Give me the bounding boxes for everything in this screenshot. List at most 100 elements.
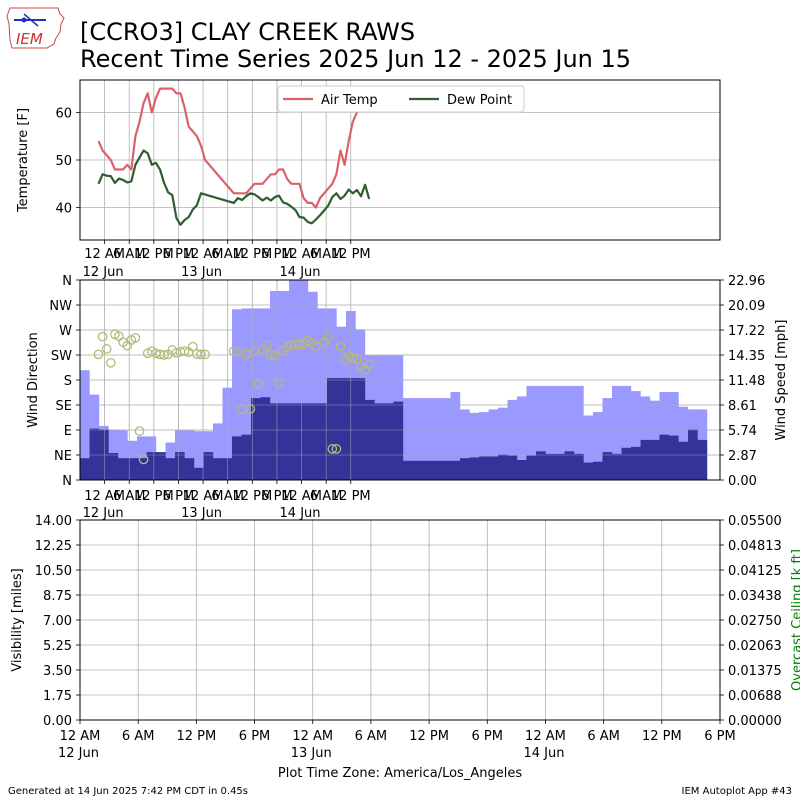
wind-x-tick-label: 6 AM — [310, 489, 343, 504]
temp-y-tick-label: 50 — [55, 154, 72, 169]
wind-x-tick-label: 6 AM — [113, 489, 146, 504]
wind-gust-bar — [241, 308, 252, 480]
wind-speed-tick-label: 14.35 — [728, 349, 765, 364]
iowa-state-outline — [6, 7, 65, 49]
chart-title-line1: [CCRO3] CLAY CREEK RAWS — [80, 18, 415, 46]
vis-y-tick-label: 12.25 — [35, 539, 72, 554]
wind-speed-bar — [517, 460, 527, 480]
wind-x-date-label: 14 Jun — [280, 506, 321, 521]
wind-speed-bar — [127, 458, 138, 480]
wind-gust-bar — [431, 398, 442, 480]
wind-speed-bar — [213, 458, 223, 480]
temp-y-tick-label: 60 — [55, 106, 72, 121]
vis-x-tick-label: 12 AM — [525, 729, 566, 744]
wind-speed-bar — [327, 378, 337, 480]
legend-box — [277, 85, 525, 113]
wind-speed-bar — [507, 455, 518, 480]
vis-x-date-label: 14 Jun — [523, 746, 564, 761]
wind-direction-point — [323, 332, 334, 343]
wind-gust-bar — [593, 412, 603, 480]
wind-speed-bar — [384, 403, 394, 480]
temp-y-tick-label: 40 — [55, 202, 72, 217]
wind-dir-tick-label: NE — [54, 449, 72, 464]
wind-speed-bar — [336, 378, 347, 480]
vis-y-tick-label: 1.75 — [43, 689, 72, 704]
wind-speed-bar — [564, 451, 575, 480]
temp-x-date-label: 12 Jun — [83, 265, 124, 280]
wind-gust-bar — [403, 398, 413, 480]
wind-speed-bar — [697, 439, 708, 480]
wind-speed-bar — [650, 439, 660, 480]
temp-legend: Air Temp Dew Point — [277, 85, 525, 113]
iem-logo: IEM — [6, 7, 65, 49]
wind-gust-bar — [498, 407, 508, 480]
wind-speed-tick-label: 2.87 — [728, 449, 757, 464]
wind-direction-point — [335, 341, 346, 352]
wind-dir-tick-label: SW — [51, 349, 72, 364]
wind-gust-bar — [460, 409, 470, 480]
wind-speed-bar — [621, 447, 632, 480]
generated-note: Generated at 14 Jun 2025 7:42 PM CDT in … — [8, 786, 248, 797]
wind-dir-tick-label: NW — [49, 299, 72, 314]
wind-gust-bar — [583, 415, 594, 480]
temp-x-tick-label: 12 AM — [281, 247, 322, 262]
vis-y-tick-label: 3.50 — [43, 664, 72, 679]
wind-speed-bar — [583, 462, 594, 480]
temp-x-tick-label: 12 PM — [134, 247, 174, 262]
vis-x-tick-label: 6 AM — [122, 729, 155, 744]
wind-gust-bar — [194, 431, 204, 480]
wind-speed-bar — [412, 460, 423, 480]
wind-speed-bar — [156, 452, 166, 480]
wind-gust-bar — [545, 385, 556, 480]
wind-speed-bar — [137, 458, 147, 480]
ceiling-y-tick-label: 0.02750 — [728, 614, 782, 629]
wind-speed-bar — [317, 403, 328, 480]
logo-dot — [21, 17, 27, 23]
wind-x-tick-label: 12 PM — [134, 489, 174, 504]
wind-gust-bar — [422, 398, 432, 480]
wind-speed-bar — [279, 403, 290, 480]
wind-speed-bar — [460, 458, 470, 480]
wind-speed-bar — [365, 399, 375, 480]
vis-x-tick-label: 6 PM — [704, 729, 735, 744]
wind-direction-point — [105, 357, 116, 368]
temp-x-date-label: 14 Jun — [280, 265, 321, 280]
wind-direction-point — [159, 350, 169, 360]
wind-direction-point — [179, 346, 190, 356]
wind-x-tick-label: 12 AM — [281, 489, 322, 504]
wind-speed-bar — [545, 453, 556, 480]
wind-direction-point — [245, 404, 256, 414]
legend-air-temp-label: Air Temp — [321, 93, 378, 108]
wind-speed-bar — [146, 452, 157, 480]
ceiling-y-tick-label: 0.00688 — [728, 689, 782, 704]
ceiling-y-tick-label: 0.04813 — [728, 539, 782, 554]
wind-gust-bar — [80, 370, 90, 480]
wind-gust-bar — [555, 385, 565, 480]
dew-point-line — [97, 149, 371, 226]
wind-x-date-label: 12 Jun — [83, 506, 124, 521]
temp-axes-frame — [79, 79, 721, 241]
wind-speed-bar — [165, 458, 176, 480]
wind-speed-bar — [612, 453, 622, 480]
wind-speed-bar — [251, 398, 261, 480]
logo-line-b — [23, 13, 39, 27]
ceiling-axis-label: Overcast Ceiling [k ft] — [790, 549, 800, 691]
vis-x-date-label: 13 Jun — [291, 746, 332, 761]
wind-dir-tick-label: N — [62, 474, 72, 489]
wind-gust-bar — [621, 385, 632, 480]
vis-x-tick-label: 12 PM — [642, 729, 682, 744]
wind-gust-bar — [317, 308, 328, 480]
wind-speed-bar — [393, 401, 404, 480]
wind-gust-bar — [469, 412, 480, 480]
wind-speed-bar — [89, 428, 100, 480]
wind-gust-bar — [488, 409, 499, 480]
wind-direction-point — [187, 341, 198, 352]
ceiling-y-tick-label: 0.02063 — [728, 639, 782, 654]
wind-dir-tick-label: S — [64, 374, 72, 389]
wind-gust-bar — [612, 385, 622, 480]
wind-speed-bar — [298, 403, 309, 480]
wind-speed-bar — [403, 460, 413, 480]
wind-speed-bar — [260, 397, 271, 480]
